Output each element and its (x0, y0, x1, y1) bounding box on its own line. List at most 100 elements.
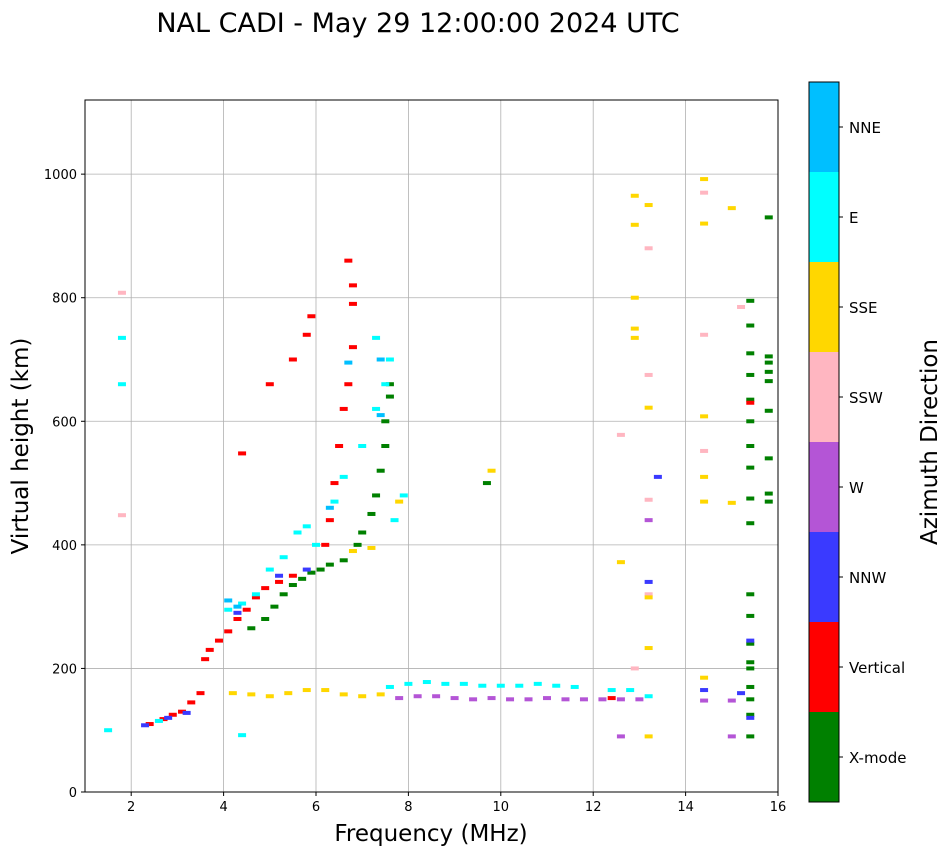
data-point (302, 524, 311, 529)
data-point (700, 221, 709, 226)
data-point (339, 406, 348, 411)
data-point (224, 629, 233, 634)
data-point (459, 681, 468, 686)
colorbar-tick-label: NNW (849, 569, 886, 587)
data-point (196, 691, 205, 696)
data-point (487, 696, 496, 701)
data-point (616, 734, 625, 739)
colorbar-segment (809, 442, 839, 532)
data-point (339, 558, 348, 563)
data-point (275, 573, 284, 578)
colorbar-tick-label: X-mode (849, 749, 906, 767)
data-point (372, 493, 381, 498)
data-point (279, 592, 288, 597)
series-ssw (117, 190, 746, 671)
data-point (552, 683, 561, 688)
data-point (700, 499, 709, 504)
data-point (238, 451, 247, 456)
data-point (321, 542, 330, 547)
data-point (168, 712, 177, 717)
data-point (653, 474, 662, 479)
data-point (348, 283, 357, 288)
data-point (372, 406, 381, 411)
data-point (325, 562, 334, 567)
data-point (764, 491, 773, 496)
data-point (399, 493, 408, 498)
data-points (104, 177, 773, 739)
y-tick-label: 200 (52, 662, 77, 677)
data-point (700, 177, 709, 182)
data-point (325, 505, 334, 510)
data-point (413, 694, 422, 699)
plot-area (85, 100, 778, 792)
data-point (616, 697, 625, 702)
data-point (339, 692, 348, 697)
data-point (644, 203, 653, 208)
data-point (487, 468, 496, 473)
data-point (288, 357, 297, 362)
data-point (381, 444, 390, 448)
y-tick-label: 0 (69, 786, 77, 801)
data-point (450, 696, 459, 701)
data-point (265, 382, 274, 387)
data-point (644, 579, 653, 584)
data-point (141, 723, 150, 728)
data-point (270, 604, 279, 609)
data-point (644, 592, 653, 597)
data-point (178, 709, 187, 714)
grid-lines (85, 100, 779, 793)
data-point (746, 444, 755, 448)
data-point (422, 680, 431, 685)
x-tick-label: 6 (312, 800, 320, 815)
data-point (307, 570, 316, 575)
data-point (390, 518, 399, 523)
data-point (746, 734, 755, 739)
data-point (607, 688, 616, 693)
data-point (376, 692, 385, 697)
data-point (746, 666, 755, 671)
data-point (524, 697, 533, 702)
data-point (395, 696, 404, 701)
data-point (358, 530, 367, 535)
x-tick-label: 8 (404, 800, 412, 815)
data-point (644, 246, 653, 251)
data-point (145, 722, 154, 727)
data-point (764, 369, 773, 374)
data-point (265, 567, 274, 572)
data-point (242, 607, 251, 612)
data-point (182, 710, 191, 715)
data-point (746, 372, 755, 377)
y-axis-ticks: 0 200 400 600 800 1000 (44, 168, 85, 801)
data-point (104, 728, 113, 733)
data-point (224, 607, 233, 612)
data-point (358, 694, 367, 699)
data-point (644, 405, 653, 410)
series-e (104, 335, 653, 738)
data-point (630, 666, 639, 671)
data-point (251, 592, 260, 597)
data-point (330, 499, 339, 504)
data-point (764, 354, 773, 359)
data-point (478, 683, 487, 688)
data-point (275, 579, 284, 584)
data-point (302, 688, 311, 693)
data-point (233, 604, 242, 609)
data-point (746, 400, 755, 405)
data-point (496, 683, 505, 688)
data-point (644, 646, 653, 651)
data-point (233, 617, 242, 621)
data-point (344, 382, 353, 387)
series-nnw (141, 474, 755, 728)
data-point (630, 222, 639, 227)
data-point (700, 448, 709, 453)
data-point (251, 595, 260, 600)
data-point (515, 683, 524, 688)
x-axis-label: Frequency (MHz) (334, 821, 527, 847)
colorbar-segment (809, 352, 839, 442)
series-vertical (145, 258, 755, 727)
colorbar-tick-label: SSW (849, 389, 883, 407)
data-point (224, 598, 233, 603)
data-point (644, 734, 653, 739)
series-sse (228, 177, 736, 739)
data-point (764, 360, 773, 365)
